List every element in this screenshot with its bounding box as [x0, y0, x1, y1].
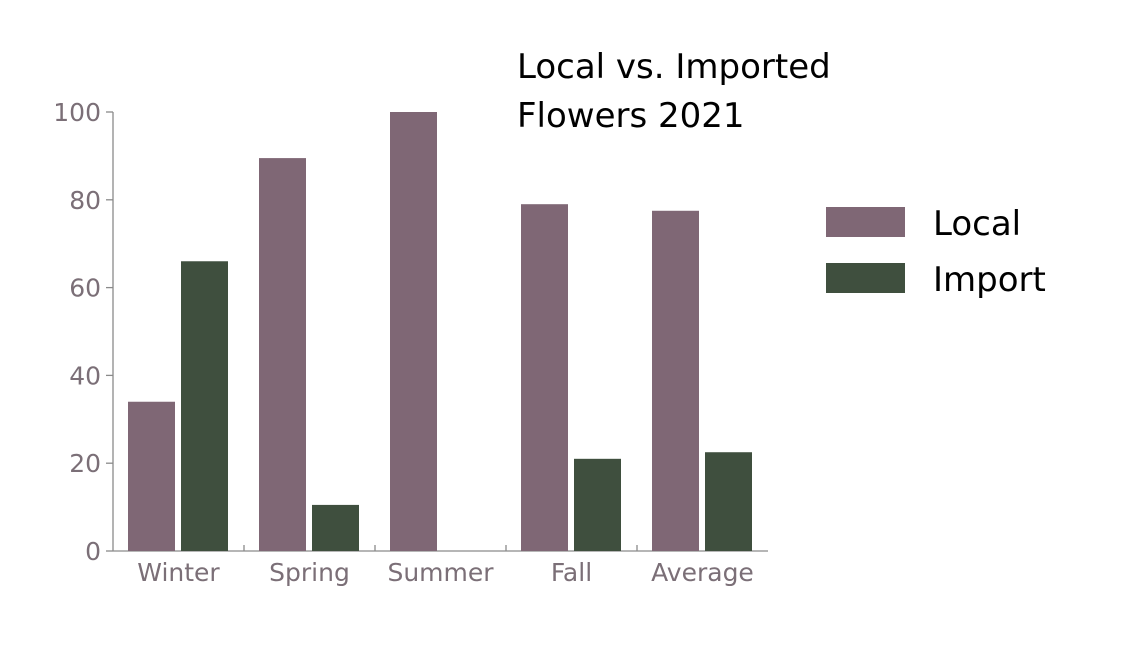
y-tick-label: 20 — [69, 449, 101, 478]
x-tick-label: Average — [651, 558, 754, 587]
chart-title-line-1: Local vs. Imported — [517, 47, 831, 87]
bar-local-average — [652, 210, 699, 551]
legend-label-import: Import — [933, 260, 1046, 300]
x-tick-label: Spring — [269, 558, 350, 587]
legend-swatch-local — [826, 207, 905, 237]
chart-title-line-2: Flowers 2021 — [517, 96, 745, 136]
y-tick-label: 0 — [85, 537, 101, 566]
legend-swatch-import — [826, 263, 905, 293]
bar-import-average — [705, 452, 752, 551]
bar-local-fall — [521, 204, 568, 551]
bar-local-spring — [259, 158, 306, 551]
chart-title: Local vs. Imported Flowers 2021 — [517, 47, 831, 136]
y-axis: 0 20 40 60 80 100 — [53, 98, 114, 566]
bar-local-winter — [128, 401, 175, 551]
bar-local-summer — [390, 112, 437, 551]
y-tick-label: 80 — [69, 186, 101, 215]
x-tick-label: Summer — [387, 558, 494, 587]
legend: Local Import — [826, 204, 1046, 300]
bars — [128, 112, 752, 551]
x-axis: Winter Spring Summer Fall Average — [113, 545, 768, 587]
y-tick-label: 100 — [53, 98, 101, 127]
bar-import-fall — [574, 458, 621, 551]
y-tick-label: 40 — [69, 361, 101, 390]
bar-import-spring — [312, 504, 359, 551]
y-tick-label: 60 — [69, 274, 101, 303]
bar-import-winter — [181, 261, 228, 551]
x-tick-label: Fall — [551, 558, 592, 587]
legend-label-local: Local — [933, 204, 1021, 244]
x-tick-label: Winter — [137, 558, 220, 587]
